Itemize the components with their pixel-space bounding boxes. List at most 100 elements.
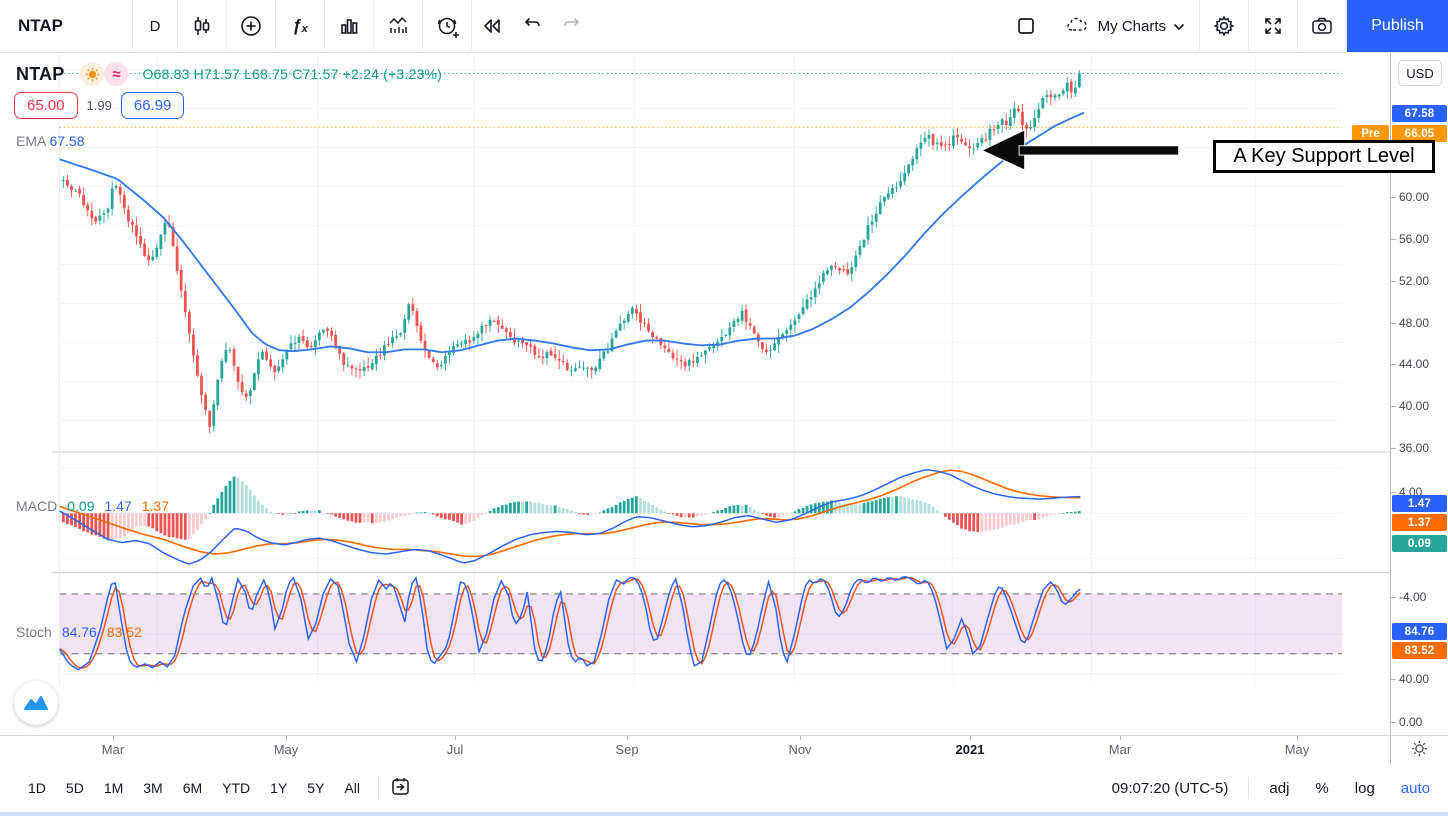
- time-tick: [970, 736, 971, 740]
- create-alert-button[interactable]: [423, 0, 472, 52]
- clock[interactable]: 09:07:20 (UTC-5): [1111, 779, 1229, 797]
- axis-tick: [1391, 239, 1396, 240]
- axis-tick-label: 44.00: [1399, 357, 1430, 371]
- trade-widget: 65.00 1.99 66.99: [14, 92, 185, 119]
- ema-line[interactable]: [59, 111, 1085, 354]
- range-button-5d[interactable]: 5D: [65, 780, 84, 796]
- range-button-3m[interactable]: 3M: [143, 780, 163, 796]
- axis-tick-label: 36.00: [1399, 441, 1430, 455]
- my-charts-menu[interactable]: My Charts: [1051, 0, 1200, 52]
- chevron-down-icon: [1173, 18, 1185, 35]
- chart-style-button[interactable]: [178, 0, 227, 52]
- compare-plus-icon: [239, 14, 263, 38]
- time-tick: [1297, 736, 1298, 740]
- candlestick-style-icon: [191, 15, 213, 37]
- ema-legend[interactable]: EMA 67.58: [16, 133, 85, 149]
- price-chip: 67.58: [1392, 105, 1447, 122]
- legend-symbol[interactable]: NTAP: [16, 63, 65, 84]
- time-tick-label: 2021: [955, 742, 985, 757]
- delayed-data-icon: ≈: [104, 62, 129, 86]
- axis-settings-icon: [1411, 740, 1428, 762]
- price-chip: 83.52: [1392, 642, 1447, 659]
- range-button-5y[interactable]: 5Y: [307, 780, 325, 796]
- symbol-search-button[interactable]: NTAP: [0, 0, 133, 52]
- time-tick: [113, 736, 114, 740]
- publish-button[interactable]: Publish: [1347, 0, 1448, 52]
- axis-tick-label: 48.00: [1399, 316, 1430, 330]
- ema-value: 67.58: [49, 133, 85, 149]
- fx-icon: ƒ: [292, 16, 302, 35]
- snapshot-button[interactable]: [1298, 0, 1347, 52]
- axis-tick-label: 60.00: [1399, 190, 1430, 204]
- stoch-label: Stoch: [16, 624, 52, 640]
- compare-button[interactable]: [227, 0, 276, 52]
- mode-button-auto[interactable]: auto: [1400, 779, 1430, 797]
- time-axis[interactable]: Mar May Jul Sep Nov 2021 Mar May: [0, 735, 1448, 765]
- mode-button-log[interactable]: log: [1354, 779, 1375, 797]
- stoch-d-line[interactable]: [59, 576, 1081, 669]
- price-chip: 1.47: [1392, 495, 1447, 512]
- interval-button[interactable]: D: [133, 0, 178, 52]
- toolbar-divider: [377, 777, 379, 799]
- axis-settings-corner[interactable]: [1390, 736, 1448, 765]
- stoch-k-value: 84.76: [61, 624, 97, 640]
- axis-tick: [1391, 281, 1396, 282]
- fullscreen-button[interactable]: [1249, 0, 1298, 52]
- macd-signal-line[interactable]: [59, 469, 1081, 558]
- time-tick-label: Nov: [788, 742, 812, 757]
- axis-tick-label: 56.00: [1399, 232, 1430, 246]
- time-tick-label: May: [1284, 742, 1310, 757]
- range-button-1d[interactable]: 1D: [28, 780, 46, 796]
- range-button-1m[interactable]: 1M: [103, 780, 124, 796]
- stoch-d-value: 83.52: [106, 624, 142, 640]
- go-to-date-button[interactable]: [389, 775, 412, 801]
- macd-line[interactable]: [59, 469, 1081, 565]
- camera-icon: [1310, 14, 1334, 38]
- time-tick-label: Jul: [446, 742, 464, 757]
- indicator-templates-button[interactable]: [325, 0, 374, 52]
- range-button-1y[interactable]: 1Y: [270, 780, 288, 796]
- currency-button[interactable]: USD: [1398, 60, 1442, 86]
- cloud-icon: [1065, 14, 1091, 38]
- columns-icon: [338, 15, 360, 37]
- axis-tick-label: 40.00: [1399, 399, 1430, 413]
- interval-label: D: [149, 17, 161, 35]
- macd-line-value: 1.47: [104, 498, 132, 514]
- time-tick: [800, 736, 801, 740]
- annotation-label: A Key Support Level: [1233, 145, 1415, 167]
- chart-settings-button[interactable]: [1200, 0, 1249, 52]
- chart-canvas[interactable]: [0, 53, 1448, 735]
- alert-clock-plus-icon: [435, 14, 460, 39]
- toolbar-divider: [1248, 777, 1250, 799]
- macd-histogram: [61, 476, 1081, 541]
- forecast-chart-icon: [386, 14, 410, 38]
- forecast-button[interactable]: [374, 0, 423, 52]
- mode-button-adj[interactable]: adj: [1269, 779, 1290, 797]
- redo-button[interactable]: [552, 0, 592, 52]
- range-button-6m[interactable]: 6M: [182, 780, 203, 796]
- my-charts-label: My Charts: [1097, 17, 1166, 35]
- replay-button[interactable]: [472, 0, 512, 52]
- macd-legend[interactable]: MACD 0.09 1.47 1.37: [16, 498, 169, 514]
- redo-icon: [561, 13, 583, 40]
- window-edge: [0, 812, 1448, 816]
- mode-button-percent[interactable]: %: [1315, 779, 1329, 797]
- macd-signal-value: 1.37: [141, 498, 169, 514]
- stoch-legend[interactable]: Stoch 84.76 83.52: [16, 624, 142, 640]
- range-button-ytd[interactable]: YTD: [222, 780, 251, 796]
- time-tick: [455, 736, 456, 740]
- time-tick: [627, 736, 628, 740]
- layout-select-button[interactable]: [1002, 0, 1051, 52]
- axis-tick: [1391, 364, 1396, 365]
- annotation-arrow[interactable]: [980, 129, 1180, 171]
- axis-mode-buttons: 09:07:20 (UTC-5) adj% log auto: [1112, 777, 1448, 799]
- sell-price-button[interactable]: 65.00: [14, 92, 78, 119]
- undo-button[interactable]: [512, 0, 552, 52]
- annotation-text-box[interactable]: A Key Support Level: [1213, 140, 1435, 173]
- calendar-goto-icon: [389, 775, 412, 801]
- range-button-all[interactable]: All: [344, 780, 360, 796]
- price-chip: 66.05: [1392, 125, 1447, 142]
- stoch-k-line[interactable]: [58, 575, 1081, 671]
- buy-price-button[interactable]: 66.99: [120, 92, 185, 119]
